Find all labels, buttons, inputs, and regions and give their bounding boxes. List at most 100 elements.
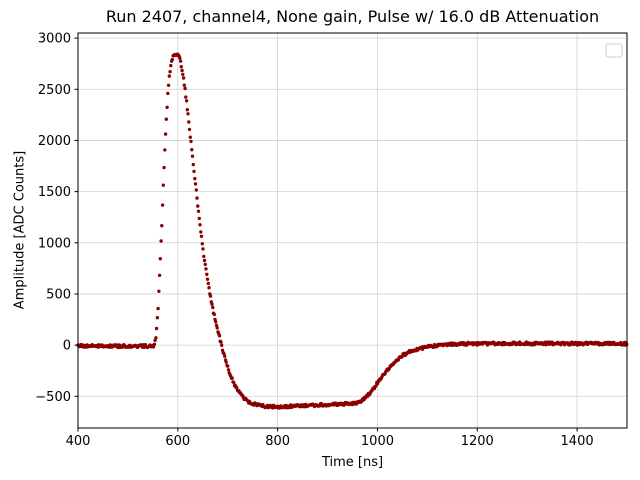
- x-tick-label: 600: [165, 434, 190, 449]
- data-point: [220, 343, 224, 347]
- data-point: [202, 254, 206, 259]
- data-point: [154, 326, 159, 331]
- data-point: [214, 320, 218, 324]
- x-axis-label: Time [ns]: [321, 455, 384, 470]
- data-point: [188, 135, 192, 139]
- data-point: [162, 165, 166, 170]
- x-tick-label: 1400: [561, 434, 594, 449]
- data-point: [203, 262, 207, 267]
- data-point: [178, 59, 183, 63]
- data-point: [178, 56, 182, 60]
- y-tick-label: −500: [35, 390, 71, 405]
- data-point: [165, 105, 169, 110]
- data-point: [184, 99, 189, 103]
- x-tick-label: 400: [66, 434, 91, 449]
- data-point: [206, 281, 210, 286]
- data-point: [210, 302, 214, 306]
- y-tick-label: 500: [46, 287, 71, 302]
- data-point: [156, 306, 160, 311]
- data-point: [197, 216, 201, 221]
- data-point: [160, 203, 165, 207]
- data-point: [154, 336, 158, 340]
- y-axis-label: Amplitude [ADC Counts]: [12, 150, 28, 310]
- y-tick-label: 1000: [38, 236, 71, 251]
- data-point: [163, 148, 167, 152]
- data-point: [217, 334, 222, 338]
- data-point: [196, 204, 200, 208]
- data-point: [198, 223, 202, 227]
- data-point: [226, 368, 231, 372]
- data-point: [152, 342, 157, 346]
- y-tick-label: 0: [63, 339, 71, 354]
- data-point: [375, 382, 380, 386]
- data-point: [167, 74, 171, 78]
- data-point: [161, 183, 165, 187]
- data-point: [224, 360, 228, 364]
- data-point: [163, 132, 168, 136]
- data-point: [223, 354, 227, 358]
- axes-spines: [77, 32, 628, 429]
- data-point: [158, 257, 162, 261]
- data-point: [180, 68, 184, 73]
- data-point: [207, 286, 211, 290]
- y-tick-label: 2000: [38, 134, 71, 149]
- data-point: [159, 239, 163, 243]
- data-point: [169, 63, 173, 68]
- data-point: [212, 312, 216, 317]
- chart-title: Run 2407, channel4, None gain, Pulse w/ …: [105, 7, 600, 26]
- data-point: [168, 70, 172, 74]
- data-point: [182, 83, 186, 87]
- data-point: [230, 376, 234, 380]
- data-point: [193, 182, 198, 186]
- data-point: [205, 277, 210, 281]
- data-point: [232, 380, 236, 385]
- data-point: [194, 188, 198, 192]
- y-tick-label: 2500: [38, 83, 71, 98]
- data-point: [181, 76, 186, 80]
- pulse-trace: [76, 52, 629, 410]
- data-point: [211, 305, 215, 310]
- data-point: [195, 196, 199, 200]
- data-point: [187, 127, 192, 132]
- y-tick-label: 1500: [38, 185, 71, 200]
- x-tick-label: 1000: [361, 434, 394, 449]
- y-tick-label: 3000: [38, 32, 71, 47]
- data-point: [205, 272, 209, 276]
- data-point: [164, 117, 168, 121]
- data-point: [191, 162, 195, 167]
- data-point: [190, 148, 194, 152]
- data-point: [166, 91, 170, 96]
- data-point: [189, 139, 193, 144]
- data-point: [155, 316, 160, 320]
- data-point: [200, 242, 204, 246]
- data-point: [199, 234, 204, 238]
- data-point: [193, 176, 197, 181]
- data-point: [201, 247, 205, 251]
- data-point: [157, 273, 162, 277]
- legend-box: [605, 43, 623, 58]
- data-point: [235, 385, 239, 390]
- data-point: [186, 112, 190, 116]
- data-point: [184, 95, 188, 99]
- data-point: [208, 294, 213, 298]
- data-point: [187, 120, 191, 124]
- data-point: [190, 154, 195, 158]
- data-point: [192, 169, 196, 174]
- data-point: [170, 57, 174, 62]
- data-point: [219, 340, 223, 344]
- data-point: [202, 258, 207, 263]
- data-point: [181, 72, 185, 77]
- x-tick-label: 800: [265, 434, 290, 449]
- data-point: [160, 224, 164, 228]
- x-tick-label: 1200: [461, 434, 494, 449]
- data-point: [196, 209, 201, 213]
- data-point: [179, 65, 183, 69]
- data-point: [226, 364, 230, 368]
- data-point: [204, 267, 208, 271]
- data-point: [185, 108, 189, 112]
- data-point: [214, 323, 219, 327]
- data-point: [166, 83, 171, 88]
- data-point: [183, 86, 187, 91]
